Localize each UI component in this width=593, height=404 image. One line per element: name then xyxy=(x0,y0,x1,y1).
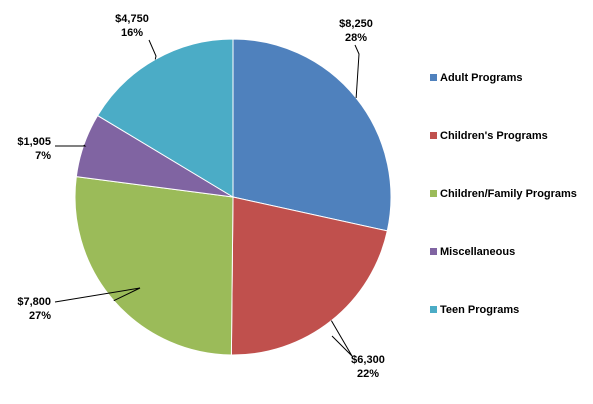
legend-label-miscellaneous: Miscellaneous xyxy=(440,246,515,258)
value-label-miscellaneous: $1,905 xyxy=(17,136,51,148)
leader-lines xyxy=(54,39,360,357)
value-label-adult-programs: $8,250 xyxy=(339,18,373,30)
data-labels: $8,250 28% $6,300 22% $7,800 27% $1,905 7% $4,75… xyxy=(17,13,384,380)
legend-label-children-s-programs: Children's Programs xyxy=(440,130,548,142)
pie-slice-children-family-programs xyxy=(74,176,234,356)
legend-swatch-children-family-programs xyxy=(430,190,437,197)
pie-slices xyxy=(74,38,392,356)
leader-line-teen-programs xyxy=(148,39,157,60)
pie-slice-adult-programs xyxy=(232,38,392,232)
value-label-children-s-programs: $6,300 xyxy=(351,354,385,366)
legend-label-teen-programs: Teen Programs xyxy=(440,304,519,316)
percent-label-children-s-programs: 22% xyxy=(357,368,379,380)
pie-slice-children-s-programs xyxy=(230,196,388,356)
legend-label-adult-programs: Adult Programs xyxy=(440,72,523,84)
legend: Adult Programs Children's Programs Childre… xyxy=(430,72,577,316)
value-label-teen-programs: $4,750 xyxy=(115,13,149,25)
legend-swatch-adult-programs xyxy=(430,74,437,81)
value-label-children-family-programs: $7,800 xyxy=(17,296,51,308)
leader-line-children-s-programs xyxy=(330,320,353,357)
percent-label-children-family-programs: 27% xyxy=(29,310,51,322)
leader-line-adult-programs xyxy=(354,44,360,99)
legend-swatch-teen-programs xyxy=(430,306,437,313)
legend-swatch-miscellaneous xyxy=(430,248,437,255)
leader-line-miscellaneous xyxy=(55,144,87,147)
percent-label-adult-programs: 28% xyxy=(345,32,367,44)
percent-label-miscellaneous: 7% xyxy=(35,150,51,162)
legend-swatch-children-s-programs xyxy=(430,132,437,139)
leader-line-children-family-programs xyxy=(54,287,141,303)
percent-label-teen-programs: 16% xyxy=(121,27,143,39)
legend-label-children-family-programs: Children/Family Programs xyxy=(440,188,577,200)
